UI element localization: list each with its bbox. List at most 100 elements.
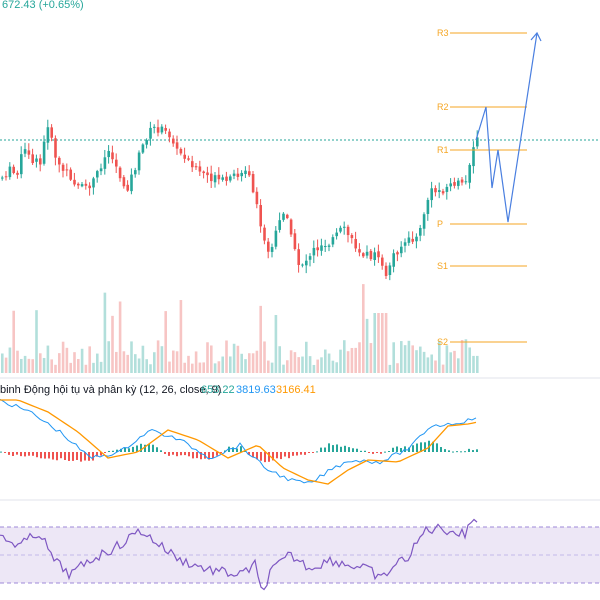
rsi-pane[interactable] bbox=[0, 518, 600, 591]
macd-histogram-bar bbox=[60, 452, 62, 459]
macd-histogram-bar bbox=[380, 452, 382, 454]
macd-histogram-bar bbox=[292, 452, 294, 456]
volume-bar bbox=[12, 310, 15, 373]
candle-body bbox=[65, 169, 69, 171]
macd-histogram-bar bbox=[248, 452, 250, 455]
volume-bar bbox=[118, 301, 122, 373]
price-pane[interactable]: 672.43 (+0.65%) R3 R2 R1 P S1 S2 bbox=[0, 0, 600, 373]
candle-body bbox=[99, 168, 103, 172]
candle-body bbox=[107, 150, 110, 158]
candle-body bbox=[263, 227, 266, 241]
signal-line bbox=[0, 399, 477, 485]
volume-bar bbox=[8, 347, 12, 373]
macd-histogram-bar bbox=[392, 447, 394, 452]
volume-bar bbox=[50, 359, 53, 373]
candle-body bbox=[358, 249, 361, 253]
macd-histogram-bar bbox=[172, 452, 174, 455]
projection-line[interactable] bbox=[475, 32, 538, 223]
candle-body bbox=[460, 179, 464, 183]
candle-body bbox=[175, 142, 179, 149]
volume-bar bbox=[39, 353, 42, 373]
volume-bar bbox=[403, 345, 407, 373]
volume-bar bbox=[365, 318, 369, 373]
volume-bar bbox=[23, 355, 27, 373]
candle-body bbox=[327, 245, 331, 247]
volume-bar bbox=[172, 350, 175, 373]
macd-histogram-bar bbox=[116, 449, 118, 452]
volume-bar bbox=[415, 350, 418, 373]
macd-histogram-bar bbox=[312, 452, 314, 453]
candle-body bbox=[88, 185, 91, 189]
macd-histogram-bar bbox=[212, 452, 214, 459]
projection-path[interactable] bbox=[475, 31, 542, 223]
macd-histogram-bar bbox=[132, 446, 134, 452]
candle-body bbox=[411, 238, 414, 242]
macd-histogram-bar bbox=[324, 447, 326, 452]
candle-body bbox=[210, 173, 213, 182]
macd-histogram-bar bbox=[260, 452, 262, 461]
candle-body bbox=[103, 157, 107, 169]
macd-histogram-bar bbox=[280, 452, 282, 460]
candle-body bbox=[464, 181, 468, 183]
candle-body bbox=[259, 205, 262, 227]
candle-body bbox=[354, 238, 357, 249]
macd-histogram-bar bbox=[264, 452, 266, 463]
volume-bar bbox=[297, 357, 300, 373]
macd-histogram-bar bbox=[52, 452, 54, 460]
candle-body bbox=[206, 172, 209, 176]
volume-bar bbox=[305, 341, 308, 373]
volume-bar bbox=[282, 364, 285, 373]
candle-body bbox=[122, 177, 126, 187]
macd-histogram-bar bbox=[24, 452, 26, 457]
volume-bar bbox=[327, 353, 331, 373]
macd-histogram-bar bbox=[388, 450, 390, 452]
volume-bar bbox=[468, 347, 471, 373]
candle-body bbox=[50, 127, 53, 138]
candle-body bbox=[137, 152, 141, 171]
macd-histogram-bar bbox=[32, 452, 34, 456]
macd-histogram-bar bbox=[440, 447, 442, 452]
volume-bar bbox=[80, 348, 84, 373]
volume-bar bbox=[274, 314, 278, 373]
candle-body bbox=[194, 166, 198, 168]
macd-histogram-bar bbox=[300, 452, 302, 455]
macd-histogram-bar bbox=[72, 452, 74, 461]
volume-bar bbox=[213, 363, 217, 373]
candle-body bbox=[286, 214, 289, 219]
macd-histogram-bar bbox=[16, 452, 18, 455]
candle-body bbox=[476, 137, 479, 147]
candle-body bbox=[236, 173, 240, 177]
volume-bar bbox=[464, 339, 468, 373]
volume-bars bbox=[1, 284, 479, 373]
macd-histogram-bar bbox=[432, 441, 434, 452]
pivot-label-s2: S2 bbox=[437, 337, 448, 347]
candle-body bbox=[168, 131, 171, 138]
candle-body bbox=[419, 228, 422, 236]
macd-histogram-value: 653.22 bbox=[201, 384, 235, 396]
macd-histogram-bar bbox=[144, 444, 146, 452]
macd-histogram-bar bbox=[332, 445, 334, 452]
candle-body bbox=[149, 127, 152, 139]
macd-pane[interactable]: binh Động hội tụ và phân kỳ (12, 26, clo… bbox=[0, 384, 478, 485]
candle-body bbox=[134, 170, 137, 175]
macd-histogram-bar bbox=[476, 449, 478, 452]
candle-body bbox=[270, 247, 274, 252]
volume-bar bbox=[312, 364, 316, 373]
candle-body bbox=[1, 177, 4, 179]
candle-body bbox=[42, 141, 46, 164]
volume-bar bbox=[46, 345, 50, 373]
projection-arrowhead bbox=[530, 31, 542, 42]
volume-bar bbox=[278, 346, 281, 373]
volume-bar bbox=[160, 346, 164, 373]
volume-bar bbox=[346, 351, 350, 373]
candle-body bbox=[384, 265, 388, 276]
pivot-label-s1: S1 bbox=[437, 261, 448, 271]
candle-body bbox=[305, 260, 308, 266]
candle-body bbox=[350, 234, 354, 239]
volume-bar bbox=[96, 353, 99, 373]
volume-bar bbox=[210, 345, 213, 373]
volume-bar bbox=[240, 353, 243, 373]
candle-body bbox=[80, 184, 84, 187]
volume-bar bbox=[289, 350, 293, 373]
